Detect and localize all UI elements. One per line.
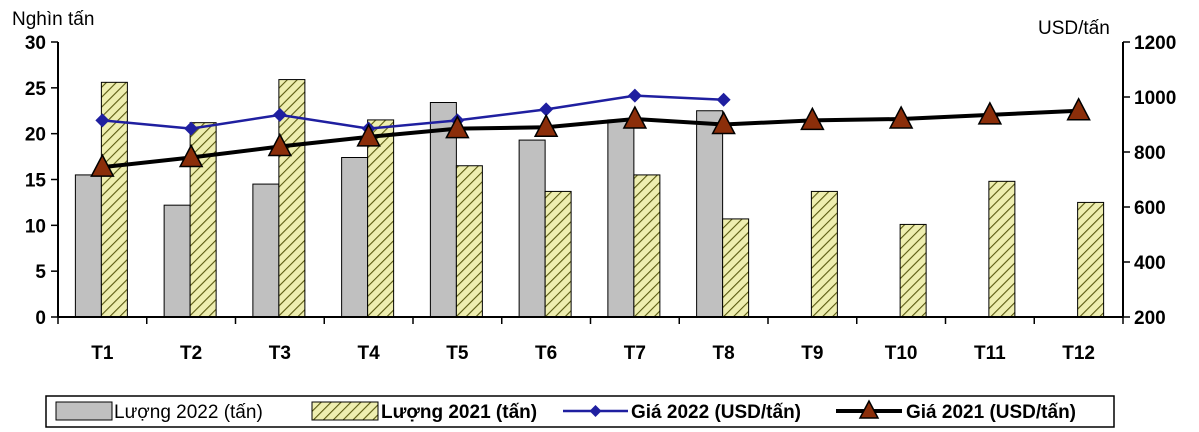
right-tick-label: 1000 bbox=[1134, 88, 1176, 109]
marker-gia-2021 bbox=[178, 143, 204, 168]
marker-gia-2022 bbox=[627, 88, 642, 103]
bar-luong-2022 bbox=[252, 183, 280, 318]
legend: Lượng 2022 (tấn) Lượng 2021 (tấn) Giá 20… bbox=[45, 395, 1115, 428]
bar-luong-2021 bbox=[899, 223, 927, 318]
marker-gia-2022 bbox=[272, 107, 287, 122]
bar-luong-2021 bbox=[722, 218, 750, 318]
left-tick-label: 10 bbox=[25, 216, 46, 237]
x-tick-label: T4 bbox=[358, 343, 381, 364]
legend-swatch-luong-2021 bbox=[311, 401, 379, 421]
marker-gia-2022 bbox=[716, 92, 731, 107]
x-tick-label: T2 bbox=[180, 343, 202, 364]
x-tick-label: T9 bbox=[801, 343, 823, 364]
x-tick-label: T12 bbox=[1062, 343, 1095, 364]
left-tick-label: 0 bbox=[35, 308, 46, 329]
x-tick-label: T5 bbox=[446, 343, 469, 364]
bar-luong-2021 bbox=[988, 180, 1016, 318]
legend-label-gia-2021: Giá 2021 (USD/tấn) bbox=[906, 402, 1076, 423]
legend-marker-gia-2021 bbox=[858, 399, 880, 419]
bar-luong-2022 bbox=[607, 119, 635, 318]
legend-marker-gia-2022 bbox=[589, 405, 602, 417]
marker-gia-2021 bbox=[622, 105, 648, 129]
x-tick-label: T3 bbox=[269, 343, 291, 364]
legend-swatch-luong-2022 bbox=[55, 401, 113, 421]
marker-gia-2021 bbox=[977, 101, 1003, 125]
x-tick-label: T6 bbox=[535, 343, 557, 364]
right-axis-label: USD/tấn bbox=[1038, 18, 1110, 39]
marker-gia-2021 bbox=[356, 123, 381, 147]
line-gia-2022 bbox=[102, 94, 724, 130]
right-tick-label: 1200 bbox=[1134, 33, 1176, 54]
bar-luong-2021 bbox=[367, 119, 395, 318]
bar-luong-2021 bbox=[544, 190, 572, 318]
x-tick-label: T1 bbox=[91, 343, 114, 364]
marker-gia-2021 bbox=[90, 153, 115, 177]
x-tick-label: T8 bbox=[713, 343, 735, 364]
marker-gia-2022 bbox=[539, 102, 554, 117]
bar-luong-2021 bbox=[455, 165, 483, 318]
bar-luong-2021 bbox=[633, 174, 661, 318]
legend-label-gia-2022: Giá 2022 (USD/tấn) bbox=[631, 402, 801, 423]
right-tick-label: 200 bbox=[1134, 308, 1166, 329]
marker-gia-2021 bbox=[888, 105, 914, 129]
bar-luong-2022 bbox=[74, 174, 102, 318]
left-tick-label: 5 bbox=[35, 262, 46, 283]
bar-luong-2021 bbox=[810, 190, 838, 318]
marker-gia-2021 bbox=[445, 115, 470, 139]
marker-gia-2021 bbox=[800, 106, 825, 131]
legend-label-luong-2021: Lượng 2021 (tấn) bbox=[381, 402, 537, 423]
right-tick-label: 600 bbox=[1134, 198, 1166, 219]
marker-gia-2021 bbox=[1066, 97, 1091, 121]
marker-gia-2022 bbox=[184, 121, 199, 136]
x-tick-label: T10 bbox=[885, 343, 918, 364]
bar-luong-2022 bbox=[341, 157, 369, 318]
x-tick-label: T7 bbox=[624, 343, 646, 364]
left-tick-label: 30 bbox=[25, 33, 46, 54]
legend-label-luong-2022: Lượng 2022 (tấn) bbox=[114, 402, 263, 423]
right-tick-label: 400 bbox=[1134, 253, 1166, 274]
marker-gia-2021 bbox=[267, 132, 293, 157]
bar-luong-2022 bbox=[163, 204, 191, 318]
right-tick-label: 800 bbox=[1134, 143, 1166, 164]
bar-luong-2022 bbox=[696, 110, 724, 318]
marker-gia-2021 bbox=[711, 110, 736, 135]
bar-luong-2022 bbox=[518, 139, 546, 318]
x-tick-label: T11 bbox=[974, 343, 1006, 364]
marker-gia-2021 bbox=[533, 113, 559, 137]
bar-luong-2021 bbox=[1077, 201, 1105, 318]
line-gia-2021 bbox=[102, 108, 1079, 170]
marker-gia-2022 bbox=[95, 113, 110, 128]
left-tick-label: 20 bbox=[25, 125, 46, 146]
left-tick-label: 15 bbox=[25, 171, 47, 192]
left-tick-label: 25 bbox=[25, 79, 47, 100]
left-axis-label: Nghìn tấn bbox=[12, 9, 94, 30]
